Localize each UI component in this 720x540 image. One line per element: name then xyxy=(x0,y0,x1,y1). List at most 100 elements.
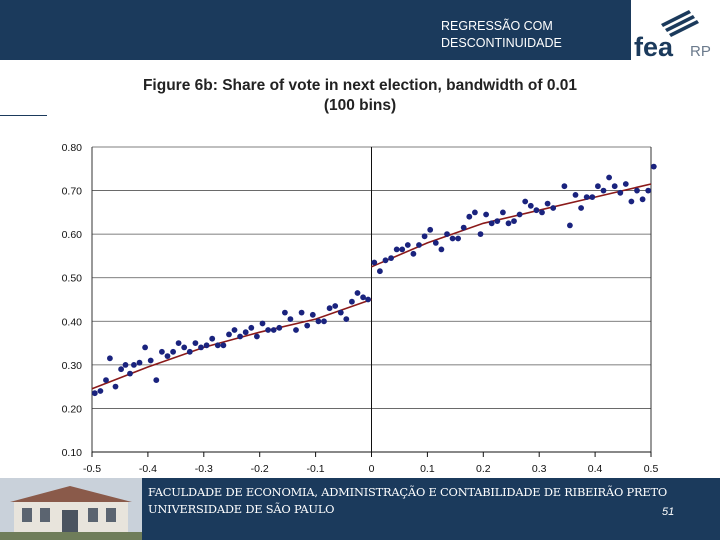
data-point xyxy=(460,224,467,231)
data-point xyxy=(432,240,439,246)
figure-title-line2: (100 bins) xyxy=(323,97,397,114)
data-point xyxy=(343,316,350,322)
data-point xyxy=(242,329,249,336)
data-point xyxy=(617,189,624,196)
x-tick-label: -0.2 xyxy=(251,463,269,475)
y-tick-label: 0.40 xyxy=(62,316,83,328)
data-point xyxy=(127,370,133,377)
data-point xyxy=(634,187,640,194)
data-point xyxy=(209,335,216,342)
data-point xyxy=(544,200,551,207)
x-tick-label: 0.1 xyxy=(420,463,435,475)
data-point xyxy=(421,233,428,240)
data-point xyxy=(578,205,584,211)
y-tick-label: 0.20 xyxy=(62,403,83,415)
data-point xyxy=(472,209,478,216)
x-tick-label: 0.4 xyxy=(588,463,603,475)
fea-rp-logo: fea RP xyxy=(630,0,720,62)
data-point xyxy=(175,340,182,346)
data-point xyxy=(393,246,400,253)
axes xyxy=(91,147,652,457)
data-point xyxy=(606,174,612,181)
data-point xyxy=(326,305,333,312)
y-tick-label: 0.70 xyxy=(62,186,83,198)
data-point xyxy=(337,309,344,316)
data-point xyxy=(309,311,316,318)
data-point xyxy=(332,303,339,309)
data-point xyxy=(287,316,294,322)
data-point xyxy=(192,340,199,346)
y-tick-label: 0.80 xyxy=(62,142,83,154)
slide-header-title: REGRESSÃO COM DESCONTINUIDADE xyxy=(441,18,562,52)
x-tick-label: -0.1 xyxy=(307,463,325,475)
header-title-line2: DESCONTINUIDADE xyxy=(441,36,562,50)
data-point xyxy=(527,202,534,209)
data-point xyxy=(416,242,422,248)
data-point xyxy=(572,192,579,198)
data-point xyxy=(500,209,506,216)
data-point xyxy=(304,322,311,329)
data-point xyxy=(220,342,227,349)
data-point xyxy=(276,324,283,331)
data-point xyxy=(645,187,652,194)
x-tick-label: -0.4 xyxy=(139,463,157,475)
x-tick-label: 0.5 xyxy=(644,463,659,475)
data-point xyxy=(153,377,160,383)
data-point xyxy=(522,198,529,205)
data-point xyxy=(136,359,143,366)
data-point xyxy=(298,309,305,316)
x-tick-label: -0.5 xyxy=(83,463,101,475)
data-point xyxy=(265,327,271,333)
data-point xyxy=(567,222,573,229)
data-point xyxy=(142,344,149,351)
data-point xyxy=(91,390,98,397)
data-point xyxy=(427,226,434,233)
header-bar xyxy=(0,0,630,60)
building-illustration xyxy=(0,478,142,540)
data-point xyxy=(349,298,355,305)
data-point xyxy=(377,268,383,275)
data-point xyxy=(505,220,512,227)
data-point xyxy=(112,383,119,390)
logo-text: fea xyxy=(634,32,674,60)
tick-labels: 0.100.200.300.400.500.600.700.80-0.5 -0.4… xyxy=(62,142,659,475)
y-tick-label: 0.10 xyxy=(62,447,83,459)
data-point xyxy=(226,331,232,338)
page-number: 51 xyxy=(662,506,675,518)
fea-rp-logo-mark: fea RP xyxy=(634,10,711,62)
data-point xyxy=(639,196,646,203)
data-point xyxy=(170,348,177,355)
data-point xyxy=(181,344,188,351)
x-tick-label: -0.3 xyxy=(195,463,213,475)
data-point xyxy=(399,246,406,253)
data-point xyxy=(650,163,657,170)
data-point xyxy=(103,377,109,383)
header-title-line1: REGRESSÃO COM xyxy=(441,19,553,33)
data-point xyxy=(455,235,461,242)
data-point xyxy=(259,320,266,327)
data-point xyxy=(595,183,601,190)
data-point xyxy=(270,327,277,333)
data-point xyxy=(477,231,484,238)
data-point xyxy=(198,344,204,351)
footer-line1: FACULDADE DE ECONOMIA, ADMINISTRAÇÃO E C… xyxy=(148,485,668,499)
data-point xyxy=(118,366,124,373)
footer-institution: FACULDADE DE ECONOMIA, ADMINISTRAÇÃO E C… xyxy=(148,484,667,518)
y-tick-label: 0.60 xyxy=(62,229,83,241)
data-point xyxy=(583,194,590,201)
data-point xyxy=(97,388,104,394)
data-point xyxy=(231,327,238,333)
data-point xyxy=(131,362,137,368)
logo-suffix: RP xyxy=(690,43,711,60)
data-point xyxy=(589,194,596,201)
data-point xyxy=(159,348,165,355)
data-point xyxy=(293,327,299,333)
data-point xyxy=(516,211,523,218)
x-tick-label: 0 xyxy=(369,463,375,475)
data-point xyxy=(404,242,411,248)
data-point xyxy=(561,183,568,190)
campus-building-image xyxy=(0,478,142,540)
data-point xyxy=(388,255,394,261)
data-point xyxy=(321,318,327,325)
data-point xyxy=(410,250,417,257)
